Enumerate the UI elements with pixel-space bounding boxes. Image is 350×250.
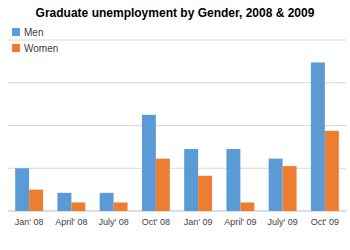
legend-swatch <box>12 28 20 36</box>
bar <box>269 159 283 211</box>
bar <box>29 190 43 211</box>
bar <box>184 149 198 211</box>
legend-label: Men <box>24 27 43 38</box>
grid-line <box>8 125 346 126</box>
x-tick-label: Jan' 08 <box>15 217 44 227</box>
x-tick-label: April' 08 <box>55 217 87 227</box>
legend: Men Women <box>12 27 58 54</box>
x-tick-label: Oct' 09 <box>311 217 339 227</box>
grid <box>8 40 346 211</box>
bar <box>15 168 29 211</box>
bar <box>71 202 85 211</box>
bar <box>114 202 128 211</box>
chart-svg: Graduate unemployment by Gender, 2008 & … <box>0 0 350 250</box>
bar <box>311 62 325 211</box>
chart-title: Graduate unemployment by Gender, 2008 & … <box>36 6 315 20</box>
bar <box>283 166 297 211</box>
x-tick-label: April' 09 <box>224 217 256 227</box>
grid-line <box>8 40 346 41</box>
x-tick-label: July' 09 <box>268 217 298 227</box>
legend-label: Women <box>24 43 58 54</box>
bars <box>15 62 339 211</box>
x-tick-label: July' 08 <box>99 217 129 227</box>
bar <box>156 159 170 211</box>
x-tick-label: Jan' 09 <box>184 217 213 227</box>
bar <box>240 202 254 211</box>
bar <box>198 176 212 211</box>
bar <box>57 193 71 211</box>
bar <box>100 193 114 211</box>
grid-line <box>8 82 346 83</box>
bar <box>226 149 240 211</box>
chart-container: Graduate unemployment by Gender, 2008 & … <box>0 0 350 250</box>
legend-swatch <box>12 44 20 52</box>
bar <box>142 115 156 211</box>
bar <box>325 131 339 211</box>
x-tick-label: Oct' 08 <box>142 217 170 227</box>
